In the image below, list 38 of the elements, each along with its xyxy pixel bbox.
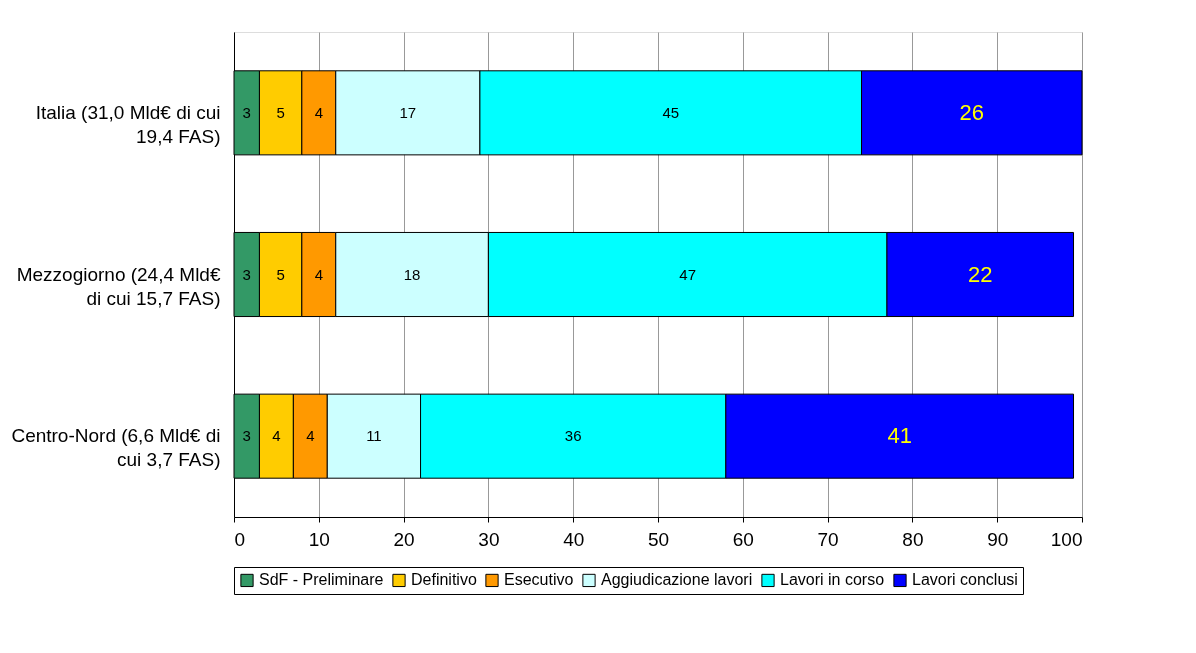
legend-label: Lavori conclusi [912,571,1018,589]
y-tick-label: Centro-Nord (6,6 Mld€ di cui 3,7 FAS) [11,425,221,471]
data-label: 36 [564,427,582,445]
data-label: 5 [276,103,285,121]
data-label: 3 [242,103,251,121]
data-label: 11 [366,427,382,445]
data-label: 17 [399,103,417,121]
data-label: 4 [314,103,323,121]
x-tick-label: 80 [902,528,924,550]
legend-label: Aggiudicazione lavori [601,571,753,589]
data-label: 47 [679,265,697,283]
x-tick-label: 100 [1050,528,1083,550]
x-tick-label: 0 [234,528,246,550]
data-label: 3 [242,427,251,445]
y-tick-label: Mezzogiorno (24,4 Mld€ di cui 15,7 FAS) [16,263,221,309]
data-label: 22 [968,261,993,287]
x-tick-label: 20 [393,528,415,550]
x-tick-label: 50 [647,528,670,550]
data-label: 4 [306,427,315,445]
legend-label: Definitivo [411,571,477,589]
data-label: 41 [887,423,912,449]
x-tick-label: 10 [308,528,330,550]
data-label: 4 [314,265,323,283]
x-tick-label: 70 [817,528,839,550]
y-tick-label: Italia (31,0 Mld€ di cui 19,4 FAS) [35,101,221,147]
data-label: 3 [242,265,251,283]
x-tick-label: 40 [563,528,585,550]
x-tick-label: 90 [987,528,1009,550]
x-tick-label: 60 [732,528,754,550]
data-label: 45 [662,103,680,121]
data-label: 5 [276,265,285,283]
data-label: 18 [403,265,421,283]
legend-label: SdF - Preliminare [259,571,384,589]
legend-label: Lavori in corso [780,571,885,589]
data-label: 26 [959,99,984,125]
x-tick-label: 30 [478,528,500,550]
legend-label: Esecutivo [504,571,574,589]
data-label: 4 [272,427,281,445]
